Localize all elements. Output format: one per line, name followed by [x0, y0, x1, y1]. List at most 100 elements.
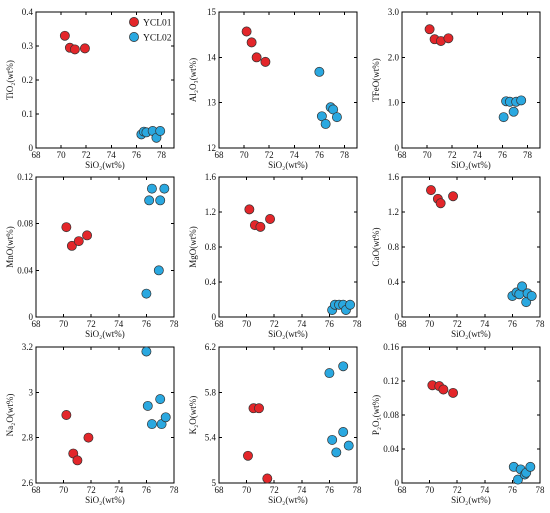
y-tick-label: 0 [212, 312, 217, 322]
x-tick-label: 72 [82, 150, 91, 160]
data-point-ycl02 [512, 474, 523, 485]
x-tick-label: 74 [290, 150, 300, 160]
y-axis-label: Al₂O₃(wt%) [188, 58, 198, 102]
data-point-ycl02 [159, 183, 170, 194]
y-tick-label: 0 [29, 143, 34, 153]
chart-panel-6: 68 70 72 74 76 78 0 0.4 0.8 1.2 1.6 SiO₂(wt%) CaO(wt… [371, 172, 545, 339]
plot-frame [401, 346, 541, 484]
y-tick-label: 0 [395, 312, 400, 322]
data-point-ycl02 [498, 112, 509, 123]
x-axis-label: SiO₂(wt%) [268, 160, 308, 170]
x-tick-label: 74 [473, 150, 483, 160]
data-point-ycl02 [343, 440, 354, 451]
y-tick-label: 1.6 [205, 172, 217, 182]
y-tick-label: 3 [29, 387, 34, 397]
data-point-ycl02 [338, 361, 349, 372]
x-axis-label: SiO₂(wt%) [85, 495, 125, 505]
x-tick-label: 74 [114, 319, 124, 329]
data-point-ycl02 [146, 183, 157, 194]
x-tick-label: 78 [523, 150, 533, 160]
data-point-ycl01 [79, 43, 90, 54]
data-point-ycl02 [516, 95, 527, 106]
legend-label: YCL02 [143, 34, 172, 44]
data-point-ycl02 [155, 195, 166, 206]
data-point-ycl02 [327, 434, 338, 445]
y-tick-label: 0.04 [383, 444, 399, 454]
x-tick-label: 74 [297, 319, 307, 329]
data-point-ycl01 [244, 204, 255, 215]
data-point-ycl02 [141, 346, 152, 357]
y-axis-label: MgO(wt%) [188, 226, 198, 268]
y-tick-label: 5 [212, 478, 217, 488]
data-point-ycl01 [82, 230, 93, 241]
x-tick-label: 74 [114, 485, 124, 495]
x-tick-label: 68 [215, 319, 225, 329]
plot-frame [218, 346, 358, 484]
chart-panel-9: 68 70 72 74 76 78 0 0.04 0.08 0.12 0.16 SiO₂(wt%) P₂… [371, 342, 545, 505]
x-tick-label: 70 [423, 150, 433, 160]
x-tick-label: 70 [57, 150, 67, 160]
y-tick-label: 1.6 [388, 172, 400, 182]
x-axis-label: SiO₂(wt%) [451, 160, 491, 170]
data-point-ycl01 [262, 473, 273, 484]
data-point-ycl01 [61, 410, 72, 420]
y-tick-label: 6.2 [205, 342, 216, 352]
y-tick-label: 15 [207, 7, 217, 17]
y-tick-label: 12 [207, 143, 216, 153]
data-point-ycl01 [251, 52, 262, 63]
data-point-ycl02 [324, 368, 335, 379]
chart-panel-3: 68 70 72 74 76 78 0 1.0 2.0 3.0 SiO₂(wt%) TFeO(wt%) [371, 7, 541, 170]
data-point-ycl02 [155, 126, 166, 136]
data-point-ycl02 [331, 447, 342, 458]
x-tick-label: 70 [425, 485, 435, 495]
x-tick-label: 68 [398, 150, 408, 160]
data-point-ycl01 [59, 30, 70, 41]
y-tick-label: 0.08 [383, 410, 399, 420]
x-axis-label: SiO₂(wt%) [268, 495, 308, 505]
y-tick-label: 13 [207, 98, 217, 108]
y-axis-label: Na₂O(wt%) [5, 394, 15, 437]
x-tick-label: 78 [170, 485, 180, 495]
y-tick-label: 2.8 [22, 433, 34, 443]
y-tick-label: 5.8 [205, 387, 217, 397]
data-point-ycl02 [144, 195, 155, 206]
y-tick-label: 0.4 [205, 277, 217, 287]
data-point-ycl02 [155, 394, 166, 405]
x-tick-label: 68 [215, 485, 225, 495]
x-axis-label: SiO₂(wt%) [451, 329, 491, 339]
data-point-ycl02 [525, 461, 536, 472]
x-tick-label: 70 [242, 485, 252, 495]
y-axis-label: K₂O(wt%) [188, 396, 198, 435]
data-point-ycl01 [61, 222, 72, 233]
x-tick-label: 72 [87, 319, 96, 329]
data-point-ycl02 [141, 288, 152, 299]
data-point-ycl01 [243, 450, 253, 461]
y-axis-label: P₂O₅(wt%) [371, 395, 381, 435]
data-point-ycl01 [443, 33, 454, 44]
y-tick-label: 0 [395, 143, 400, 153]
y-tick-label: 0.2 [22, 75, 33, 85]
y-tick-label: 2.6 [22, 478, 34, 488]
y-tick-label: 3.2 [22, 342, 33, 352]
data-point-ycl02 [338, 427, 349, 437]
x-tick-label: 78 [536, 319, 546, 329]
x-tick-label: 76 [325, 319, 335, 329]
data-point-ycl02 [345, 299, 356, 310]
x-tick-label: 68 [215, 150, 225, 160]
y-tick-label: 0.1 [22, 109, 33, 119]
x-tick-label: 72 [453, 485, 462, 495]
data-point-ycl01 [448, 387, 459, 398]
data-point-ycl01 [246, 37, 257, 48]
y-tick-label: 5.4 [205, 433, 217, 443]
y-tick-label: 0.16 [383, 342, 399, 352]
x-tick-label: 72 [448, 150, 457, 160]
chart-panel-8: 68 70 72 74 76 78 5 5.4 5.8 6.2 SiO₂(wt%) K₂O(wt%) [188, 342, 362, 505]
data-point-ycl02 [146, 419, 157, 430]
y-tick-label: 2.0 [388, 52, 400, 62]
data-point-ycl01 [241, 26, 252, 37]
data-point-ycl02 [526, 291, 537, 301]
plot-frame [401, 11, 541, 149]
x-axis-label: SiO₂(wt%) [268, 329, 308, 339]
data-point-ycl01 [83, 432, 94, 443]
data-point-ycl02 [160, 412, 171, 423]
